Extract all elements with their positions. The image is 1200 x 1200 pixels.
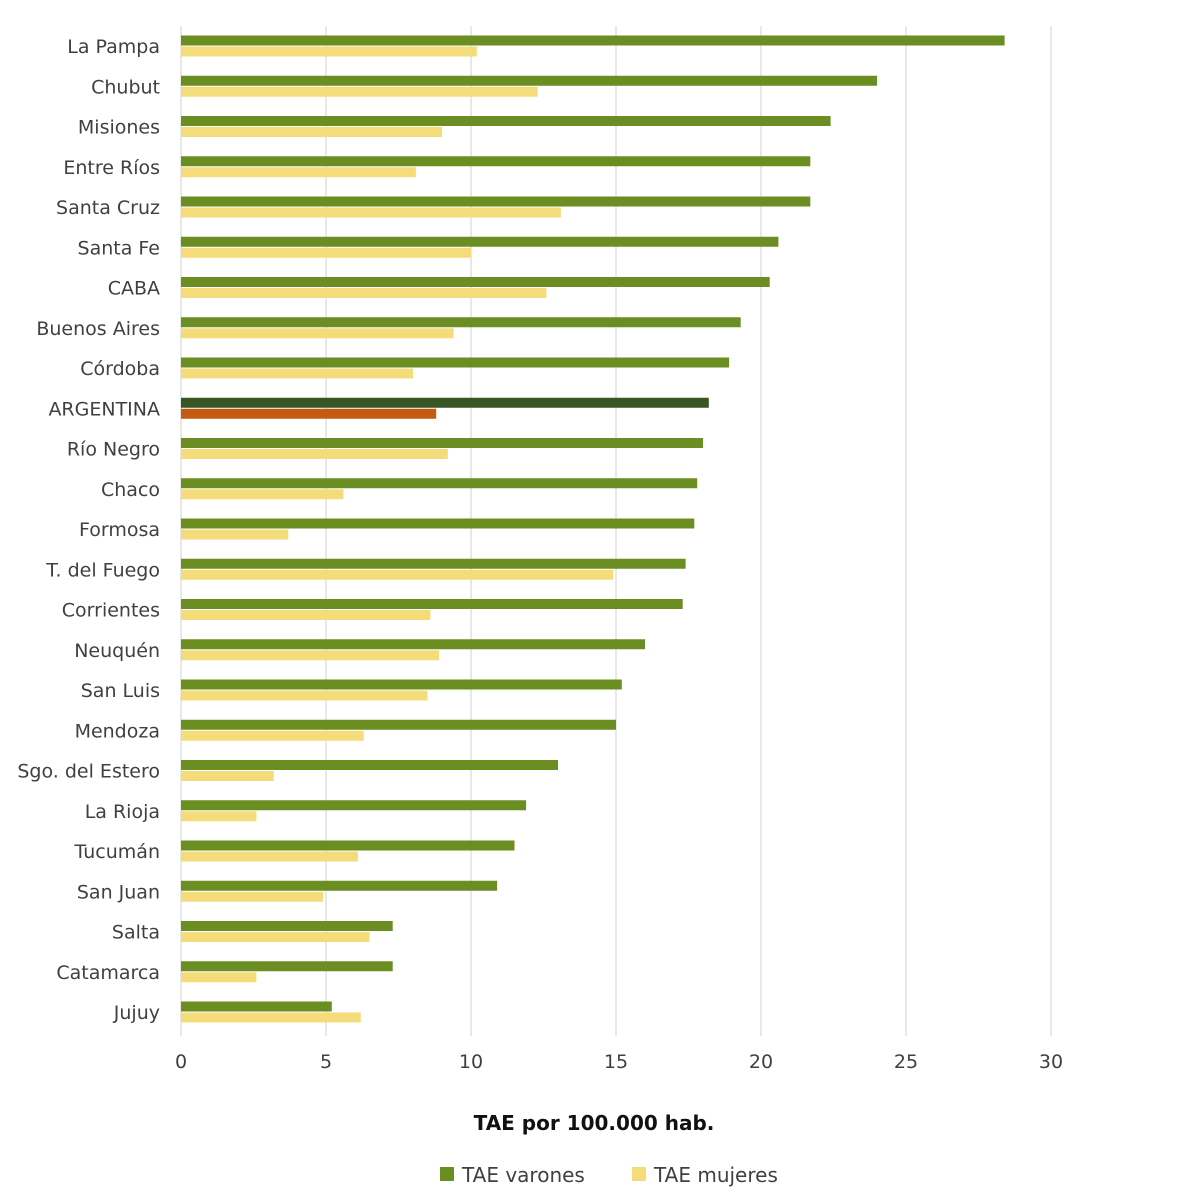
category-label-misiones: Misiones (78, 117, 160, 139)
bar-tae-mujeres-misiones (181, 127, 442, 137)
category-label-mendoza: Mendoza (75, 720, 160, 742)
bar-tae-varones-catamarca (181, 961, 393, 972)
bar-tae-varones-tucuman (181, 840, 515, 851)
category-label-corrientes: Corrientes (62, 600, 160, 622)
bar-tae-varones-misiones (181, 116, 831, 126)
category-label-buenos-aires: Buenos Aires (36, 318, 160, 340)
bar-tae-mujeres-rio-negro (181, 449, 448, 459)
category-label-argentina: ARGENTINA (48, 398, 160, 420)
bar-tae-mujeres-jujuy (181, 1012, 361, 1023)
x-tick-label-0: 0 (175, 1051, 187, 1073)
bar-tae-mujeres-argentina (181, 408, 437, 419)
bar-tae-varones-santa-fe (181, 236, 779, 247)
category-label-cordoba: Córdoba (80, 358, 160, 380)
bar-tae-mujeres-buenos-aires (181, 328, 454, 339)
category-label-salta: Salta (112, 922, 160, 944)
bar-tae-varones-caba (181, 277, 770, 287)
legend-label-tae-mujeres: TAE mujeres (653, 1163, 778, 1187)
bar-tae-varones-entre-rios (181, 156, 811, 167)
category-label-sgo-del-estero: Sgo. del Estero (17, 761, 160, 783)
category-label-caba: CABA (108, 278, 160, 300)
category-label-t-del-fuego: T. del Fuego (45, 559, 160, 581)
bar-tae-mujeres-san-luis (181, 690, 428, 701)
bar-tae-mujeres-formosa (181, 529, 289, 540)
bar-tae-varones-cordoba (181, 357, 730, 368)
bar-tae-varones-salta (181, 921, 393, 931)
x-tick-label-5: 5 (320, 1051, 332, 1073)
bar-tae-varones-san-juan (181, 880, 498, 891)
legend-label-tae-varones: TAE varones (461, 1163, 585, 1187)
bar-tae-mujeres-chubut (181, 86, 538, 97)
x-tick-label-25: 25 (894, 1051, 918, 1073)
category-label-neuquen: Neuquén (74, 640, 160, 662)
bar-tae-mujeres-catamarca (181, 972, 257, 983)
x-tick-label-30: 30 (1039, 1051, 1063, 1073)
bar-tae-varones-buenos-aires (181, 317, 741, 328)
category-label-san-luis: San Luis (81, 680, 160, 702)
category-label-la-pampa: La Pampa (67, 36, 160, 58)
x-axis-title: TAE por 100.000 hab. (474, 1111, 715, 1135)
category-label-chaco: Chaco (101, 479, 160, 501)
bar-tae-mujeres-corrientes (181, 610, 431, 620)
legend-swatch-tae-varones (440, 1167, 454, 1181)
bar-tae-varones-santa-cruz (181, 196, 811, 207)
bar-tae-varones-san-luis (181, 679, 622, 690)
bar-tae-varones-sgo-del-estero (181, 760, 558, 770)
bar-tae-mujeres-santa-cruz (181, 207, 561, 218)
x-tick-label-10: 10 (459, 1051, 483, 1073)
category-label-catamarca: Catamarca (56, 962, 160, 984)
bar-tae-mujeres-chaco (181, 489, 344, 500)
bar-tae-varones-chaco (181, 478, 698, 489)
bar-tae-mujeres-santa-fe (181, 247, 471, 258)
x-tick-label-15: 15 (604, 1051, 628, 1073)
bar-tae-varones-chubut (181, 75, 877, 86)
bar-tae-varones-argentina (181, 397, 709, 408)
category-label-la-rioja: La Rioja (85, 801, 160, 823)
category-label-entre-rios: Entre Ríos (63, 157, 160, 179)
bar-tae-varones-neuquen (181, 639, 645, 650)
bar-tae-varones-la-pampa (181, 35, 1005, 46)
bar-tae-varones-mendoza (181, 719, 616, 730)
bar-tae-mujeres-cordoba (181, 368, 413, 379)
bar-tae-varones-jujuy (181, 1001, 332, 1012)
bar-tae-varones-formosa (181, 518, 695, 529)
bar-tae-varones-corrientes (181, 599, 683, 609)
bar-tae-mujeres-san-juan (181, 891, 324, 902)
category-label-formosa: Formosa (79, 519, 160, 541)
category-label-tucuman: Tucumán (74, 841, 160, 863)
bar-tae-mujeres-tucuman (181, 851, 358, 862)
bar-tae-mujeres-la-rioja (181, 811, 257, 822)
bar-tae-mujeres-caba (181, 288, 547, 298)
category-label-san-juan: San Juan (77, 881, 160, 903)
bar-tae-mujeres-sgo-del-estero (181, 771, 274, 781)
bar-tae-mujeres-entre-rios (181, 167, 416, 178)
category-label-santa-fe: Santa Fe (78, 237, 160, 259)
bar-tae-varones-t-del-fuego (181, 558, 686, 569)
legend-swatch-tae-mujeres (632, 1167, 646, 1181)
category-label-chubut: Chubut (91, 76, 160, 98)
category-label-santa-cruz: Santa Cruz (56, 197, 160, 219)
category-label-rio-negro: Río Negro (67, 439, 160, 461)
bar-tae-varones-la-rioja (181, 800, 527, 811)
x-tick-label-20: 20 (749, 1051, 773, 1073)
bar-tae-mujeres-salta (181, 932, 370, 942)
bar-tae-mujeres-la-pampa (181, 46, 477, 57)
bar-tae-varones-rio-negro (181, 438, 703, 448)
bar-tae-mujeres-mendoza (181, 730, 364, 741)
bar-tae-mujeres-neuquen (181, 650, 440, 661)
bar-tae-mujeres-t-del-fuego (181, 569, 614, 580)
category-label-jujuy: Jujuy (113, 1002, 160, 1024)
